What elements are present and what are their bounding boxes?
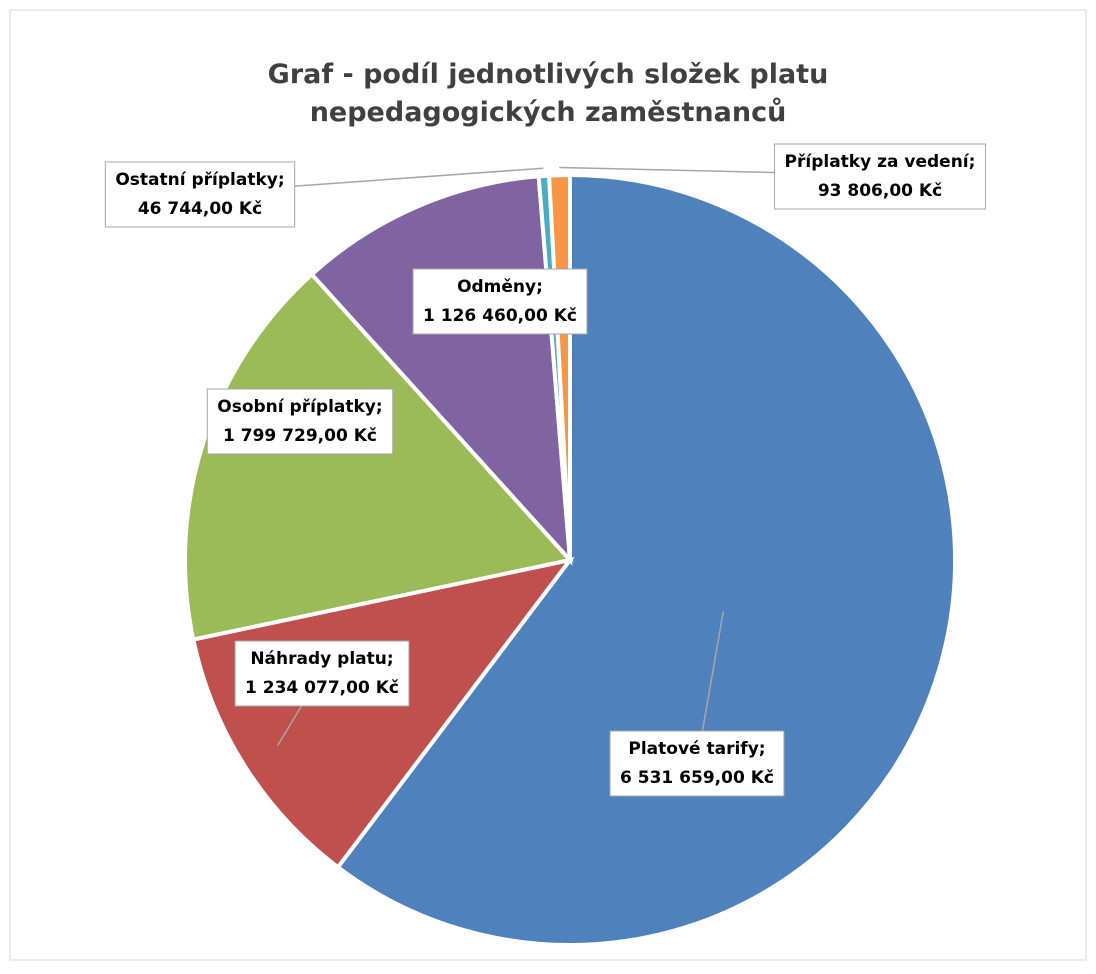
- data-label-text: Platové tarify; 6 531 659,00 Kč: [620, 739, 774, 788]
- value-label: 93 806,00 Kč: [818, 181, 942, 201]
- label-separator: ;: [759, 739, 766, 759]
- labels: Platové tarify; 6 531 659,00 Kč Náhrady pl…: [104, 143, 986, 797]
- pie-slice: [335, 172, 957, 947]
- chart-title-text: Graf - podíl jednotlivých složek platu ne…: [268, 59, 829, 128]
- pie-slice: [190, 556, 575, 870]
- value-label: 6 531 659,00 Kč: [620, 768, 774, 788]
- data-label-box: [412, 268, 588, 335]
- category-name: Platové tarify: [628, 739, 758, 759]
- value-label: 1 799 729,00 Kč: [223, 426, 377, 446]
- data-label: Osobní příplatky; 1 799 729,00 Kč: [206, 388, 394, 455]
- data-label: Platové tarify; 6 531 659,00 Kč: [609, 730, 785, 797]
- data-label-text: Osobní příplatky; 1 799 729,00 Kč: [217, 397, 382, 446]
- label-separator: ;: [278, 170, 285, 190]
- data-label-box: [206, 388, 394, 455]
- category-name: Příplatky za vedení: [785, 152, 970, 172]
- data-label-text: Náhrady platu; 1 234 077,00 Kč: [245, 649, 399, 698]
- value-label: 46 744,00 Kč: [138, 199, 262, 219]
- category-name: Náhrady platu: [250, 649, 387, 669]
- data-label: Ostatní příplatky; 46 744,00 Kč: [104, 161, 296, 228]
- data-label-text: Příplatky za vedení; 93 806,00 Kč: [785, 152, 976, 201]
- value-label: 1 126 460,00 Kč: [423, 306, 577, 326]
- category-name: Ostatní příplatky: [115, 170, 278, 190]
- data-label: Náhrady platu; 1 234 077,00 Kč: [234, 640, 410, 707]
- data-label-box: [104, 161, 296, 228]
- pie-slice: [183, 271, 574, 642]
- data-label-box: [234, 640, 410, 707]
- label-separator: ;: [969, 152, 976, 172]
- label-separator: ;: [376, 397, 383, 417]
- chart-title: Graf - podíl jednotlivých složek platu ne…: [268, 59, 829, 128]
- data-label: Příplatky za vedení; 93 806,00 Kč: [774, 143, 986, 210]
- category-name: Osobní příplatky: [217, 397, 376, 417]
- data-label-text: Ostatní příplatky; 46 744,00 Kč: [115, 170, 284, 219]
- data-label-box: [774, 143, 986, 210]
- data-label-box: [609, 730, 785, 797]
- data-label: Odměny; 1 126 460,00 Kč: [412, 268, 588, 335]
- label-separator: ;: [536, 277, 543, 297]
- label-separator: ;: [387, 649, 394, 669]
- data-label-text: Odměny; 1 126 460,00 Kč: [423, 277, 577, 326]
- category-name: Odměny: [457, 277, 536, 297]
- value-label: 1 234 077,00 Kč: [245, 678, 399, 698]
